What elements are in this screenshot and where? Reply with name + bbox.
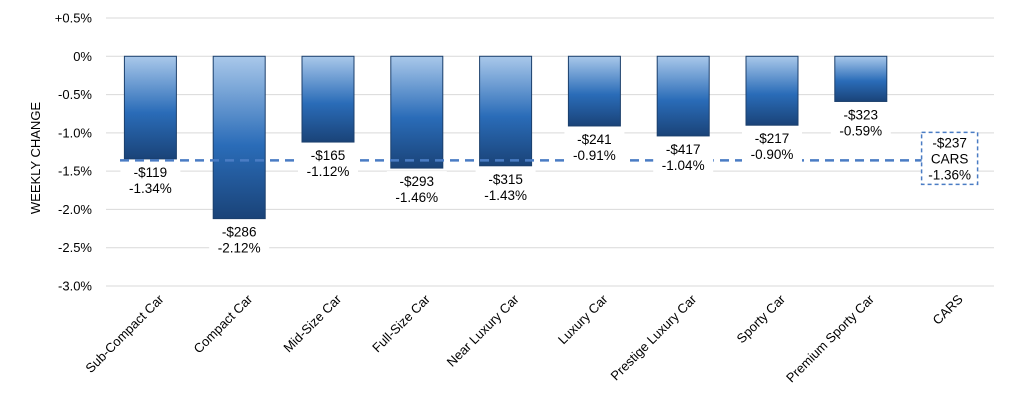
bar: [390, 55, 444, 169]
data-label-background: [298, 145, 358, 182]
y-tick-label: -0.5%: [58, 87, 92, 102]
bar: [479, 55, 533, 167]
x-category-label: Sporty Car: [734, 291, 789, 346]
bar: [656, 55, 710, 137]
bar: [834, 55, 888, 102]
data-label-percent: -0.91%: [573, 148, 616, 163]
reference-label-box: [920, 131, 979, 186]
data-label-percent: -1.36%: [928, 167, 971, 182]
y-tick-label: -1.0%: [58, 125, 92, 140]
data-label-background: [120, 161, 181, 198]
data-labels: -$119-1.34%-$286-2.12%-$165-1.12%-$293-1…: [120, 104, 979, 258]
bar: [301, 55, 355, 143]
x-category-label: Luxury Car: [555, 291, 611, 347]
data-label-background: [653, 138, 714, 175]
x-category-label: CARS: [930, 291, 966, 327]
x-category-label: Near Luxury Car: [444, 291, 523, 370]
bar: [123, 55, 177, 160]
data-label-percent: -1.43%: [484, 188, 527, 203]
data-label-dollar: -$323: [844, 107, 879, 122]
x-category-label: Sub-Compact Car: [82, 291, 167, 376]
data-label-background: [564, 128, 625, 165]
data-label-dollar: -$315: [488, 172, 523, 187]
data-label-background: [742, 128, 802, 165]
data-label-dollar: -$241: [577, 132, 612, 147]
y-tick-label: +0.5%: [55, 11, 93, 26]
x-category-label: Compact Car: [191, 291, 256, 356]
x-category-label: Prestige Luxury Car: [607, 291, 699, 383]
data-label-dollar: -$237: [932, 135, 967, 150]
data-label-dollar: -$119: [134, 165, 168, 180]
data-label-dollar: -$217: [755, 131, 790, 146]
data-label-percent: -2.12%: [218, 241, 261, 256]
bars: [123, 55, 888, 220]
y-tick-label: -1.5%: [58, 164, 92, 179]
data-label-dollar: -$293: [400, 174, 435, 189]
y-tick-label: -2.0%: [58, 202, 92, 217]
bar: [745, 55, 799, 126]
x-category-label: Premium Sporty Car: [783, 291, 877, 385]
data-label-background: [209, 221, 270, 258]
y-tick-label: -3.0%: [58, 279, 92, 294]
y-tick-label: 0%: [73, 49, 92, 64]
bar: [212, 55, 266, 220]
bar: [567, 55, 621, 127]
data-label-dollar: -$417: [666, 142, 701, 157]
data-label-percent: -1.12%: [307, 164, 350, 179]
data-label-dollar: -$165: [311, 148, 346, 163]
x-axis-categories: Sub-Compact Car Compact Car Mid-Size Car Fu…: [82, 291, 966, 385]
data-label-percent: -0.59%: [839, 123, 882, 138]
data-label-name: CARS: [931, 151, 969, 166]
data-label-percent: -1.04%: [662, 158, 705, 173]
data-label-percent: -0.90%: [751, 147, 794, 162]
data-label-background: [475, 168, 536, 205]
data-label-percent: -1.46%: [395, 190, 438, 205]
y-axis-ticks: +0.5% 0% -0.5% -1.0% -1.5% -2.0% -2.5% -3.0%: [55, 11, 93, 294]
x-category-label: Mid-Size Car: [280, 291, 344, 355]
data-label-percent: -1.34%: [129, 181, 172, 196]
y-tick-label: -2.5%: [58, 240, 92, 255]
y-axis-label: WEEKLY CHANGE: [28, 102, 43, 215]
data-label-background: [386, 171, 447, 208]
x-category-label: Full-Size Car: [369, 291, 433, 355]
data-label-background: [830, 104, 891, 141]
data-label-dollar: -$286: [222, 225, 257, 240]
